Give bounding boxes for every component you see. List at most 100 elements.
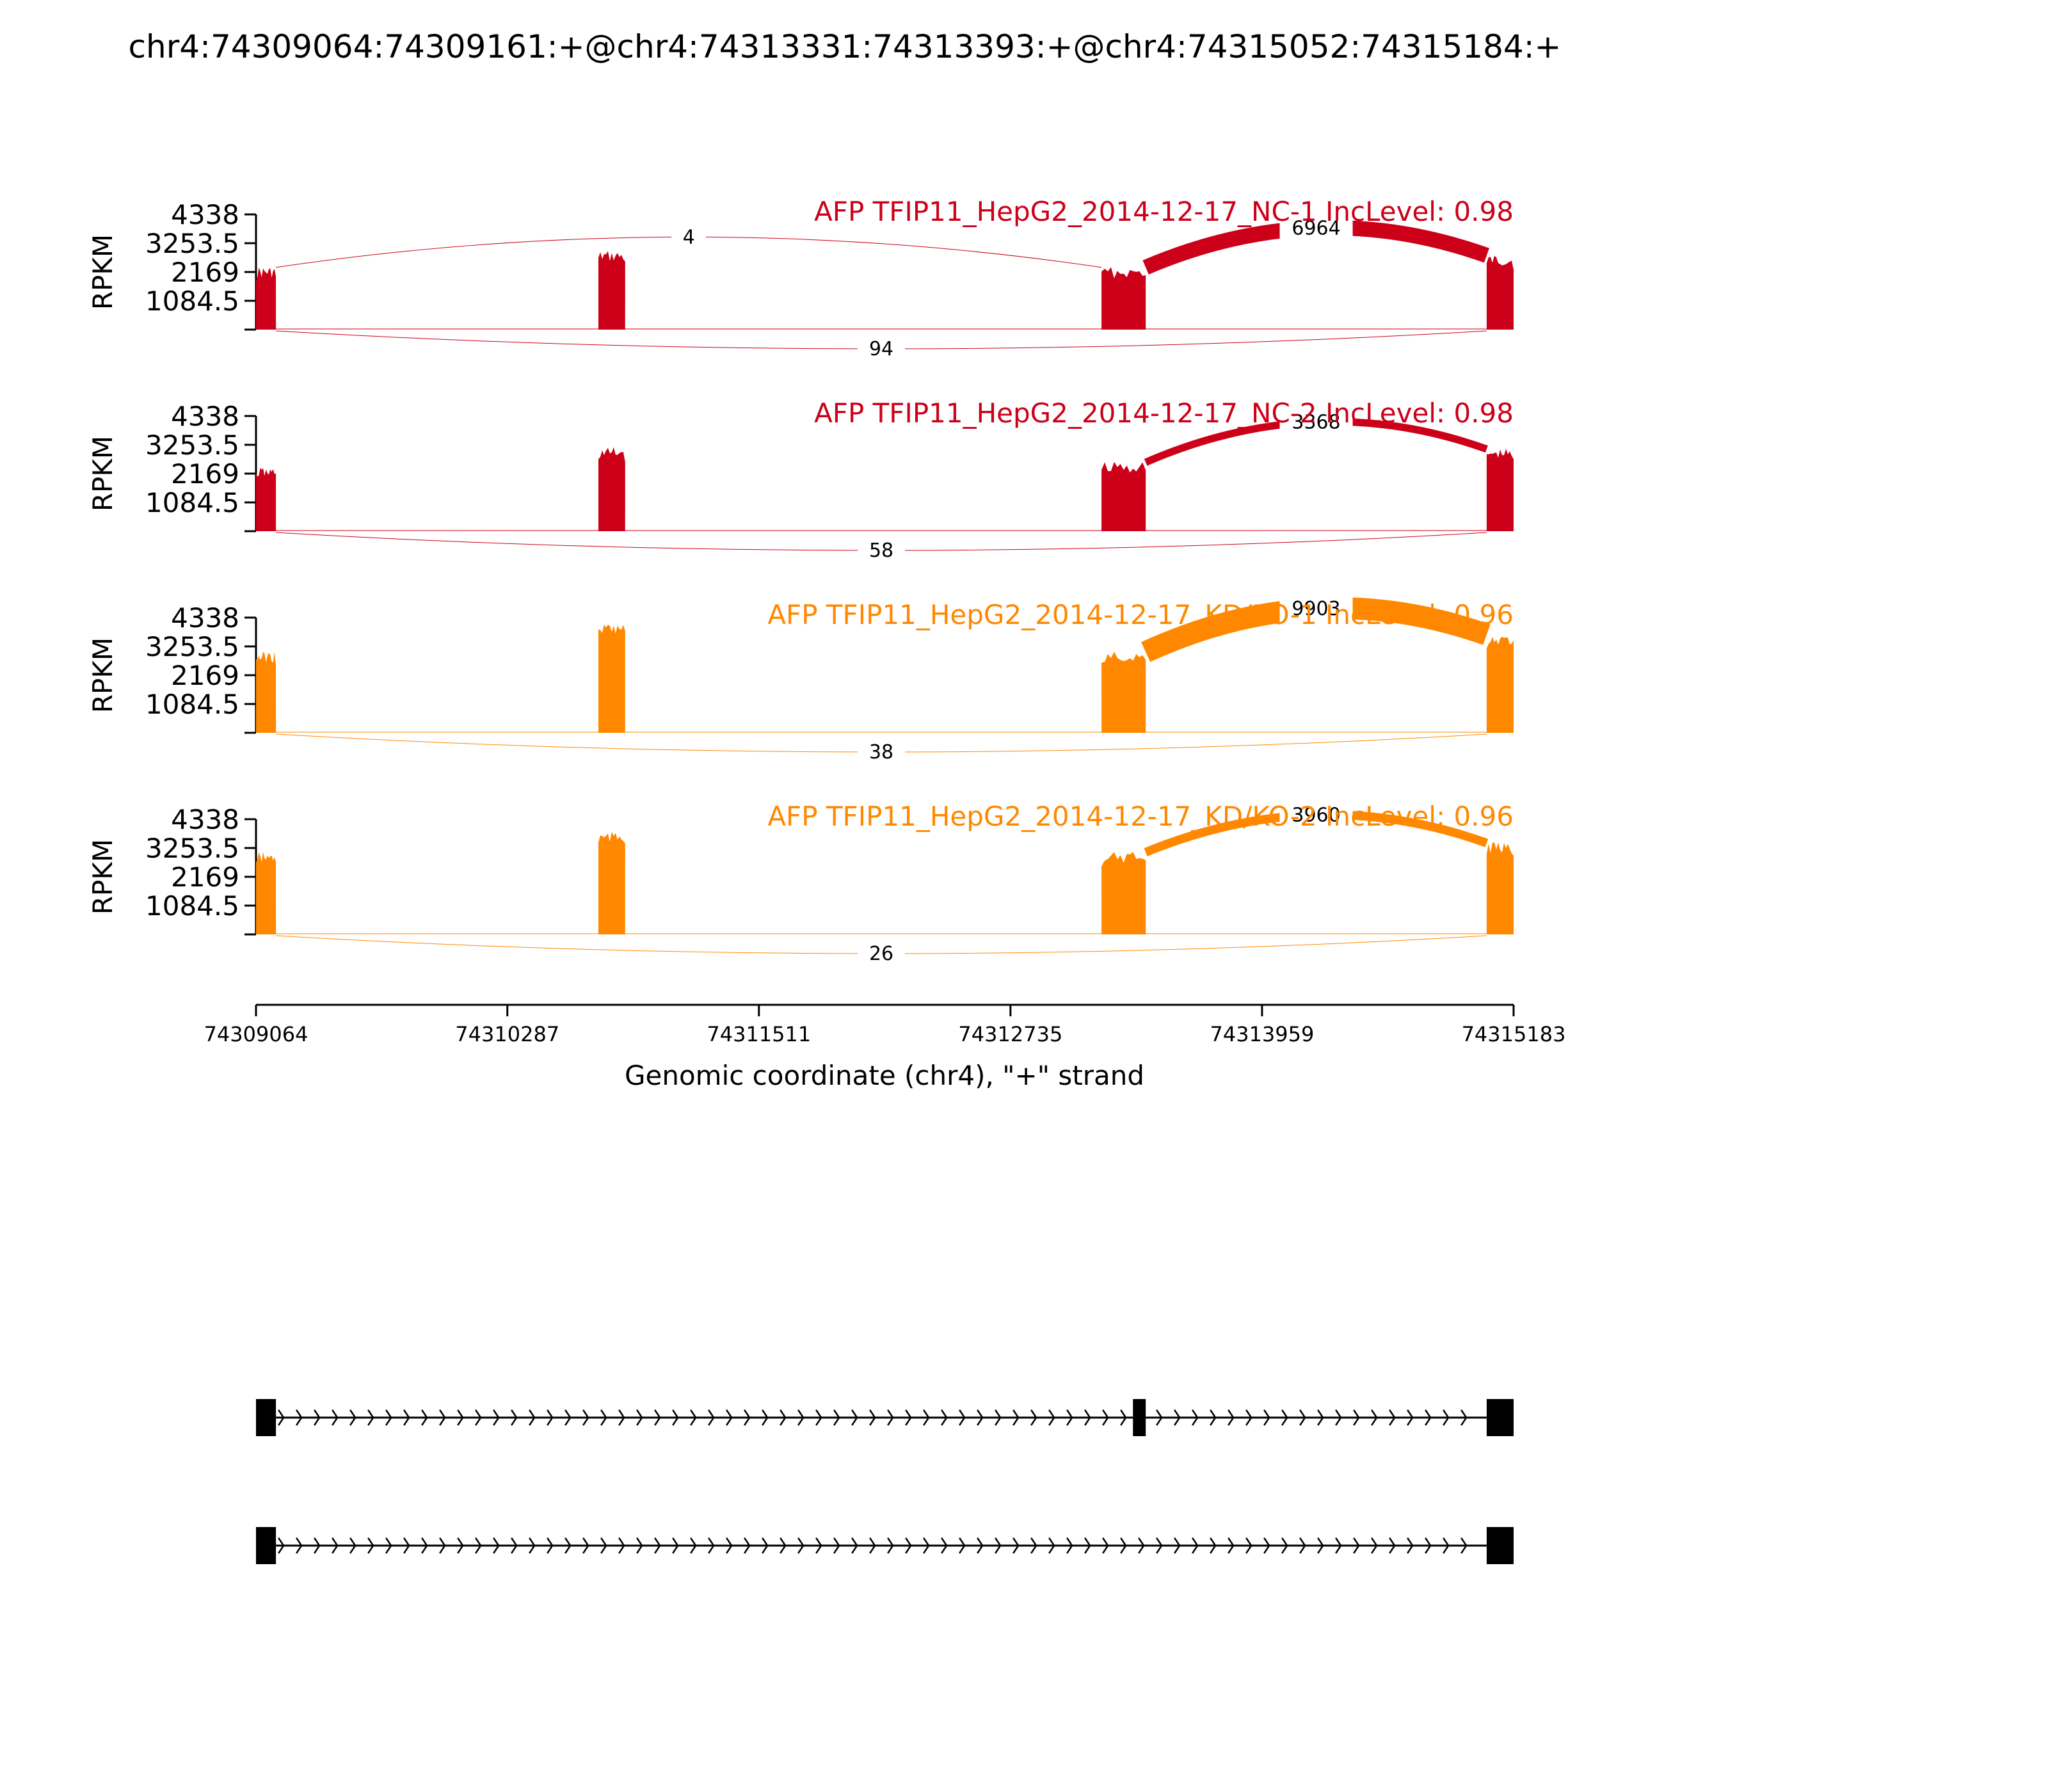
exon-coverage — [1101, 267, 1146, 330]
strand-arrow-icon — [726, 1537, 733, 1554]
y-tick-label: 3253.5 — [145, 228, 239, 259]
strand-arrow-icon — [1174, 1409, 1181, 1426]
strand-arrow-icon — [654, 1537, 661, 1554]
strand-arrow-icon — [1120, 1409, 1127, 1426]
strand-arrow-icon — [439, 1409, 446, 1426]
y-tick-label: 1084.5 — [145, 689, 239, 720]
gene-exon — [256, 1399, 276, 1436]
strand-arrow-icon — [887, 1409, 894, 1426]
gene-models — [256, 1399, 1514, 1564]
strand-arrow-icon — [600, 1537, 607, 1554]
exon-coverage — [598, 831, 625, 934]
gene-exon — [1133, 1399, 1146, 1436]
junction-count-box — [1279, 595, 1353, 623]
strand-arrow-icon — [1012, 1409, 1020, 1426]
strand-arrow-icon — [1030, 1537, 1037, 1554]
strand-arrow-icon — [708, 1537, 715, 1554]
strand-arrow-icon — [905, 1409, 912, 1426]
strand-arrow-icon — [1443, 1537, 1450, 1554]
junction-count-box — [858, 940, 906, 968]
exon-coverage — [598, 447, 625, 531]
strand-arrow-icon — [636, 1537, 643, 1554]
strand-arrow-icon — [1030, 1409, 1037, 1426]
strand-arrow-icon — [636, 1409, 643, 1426]
y-tick-label: 4338 — [171, 602, 239, 634]
gene-exon — [1486, 1399, 1514, 1436]
strand-arrow-icon — [941, 1537, 948, 1554]
strand-arrow-icon — [349, 1409, 356, 1426]
sample-label: AFP TFIP11_HepG2_2014-12-17_NC-2 IncLeve… — [814, 397, 1514, 429]
strand-arrow-icon — [1120, 1537, 1127, 1554]
junction-count-label: 4 — [683, 226, 695, 248]
strand-arrow-icon — [887, 1537, 894, 1554]
strand-arrow-icon — [332, 1537, 339, 1554]
junction-count-box — [1279, 214, 1353, 243]
exon-coverage — [1486, 842, 1514, 934]
strand-arrow-icon — [797, 1537, 804, 1554]
x-tick-label: 74310287 — [455, 1022, 559, 1046]
y-tick-label: 3253.5 — [145, 631, 239, 662]
strand-arrow-icon — [1192, 1537, 1199, 1554]
strand-arrow-icon — [708, 1409, 715, 1426]
sample-label: AFP TFIP11_HepG2_2014-12-17_KD/KO-1 IncL… — [767, 599, 1514, 630]
strand-arrow-icon — [833, 1409, 840, 1426]
junction-count-label: 3368 — [1292, 411, 1340, 433]
strand-arrow-icon — [1066, 1409, 1073, 1426]
strand-arrow-icon — [457, 1537, 464, 1554]
strand-arrow-icon — [582, 1409, 589, 1426]
strand-arrow-icon — [941, 1409, 948, 1426]
strand-arrow-icon — [278, 1537, 285, 1554]
strand-arrow-icon — [1174, 1537, 1181, 1554]
strand-arrow-icon — [744, 1409, 751, 1426]
strand-arrow-icon — [1389, 1409, 1396, 1426]
y-tick-label: 2169 — [171, 660, 239, 691]
strand-arrow-icon — [762, 1409, 769, 1426]
y-tick-label: 2169 — [171, 861, 239, 893]
strand-arrow-icon — [403, 1409, 410, 1426]
strand-arrow-icon — [475, 1537, 482, 1554]
strand-arrow-icon — [1012, 1537, 1020, 1554]
strand-arrow-icon — [923, 1409, 930, 1426]
strand-arrow-icon — [1048, 1409, 1055, 1426]
strand-arrow-icon — [851, 1409, 858, 1426]
strand-arrow-icon — [1371, 1537, 1378, 1554]
strand-arrow-icon — [547, 1537, 554, 1554]
junction-count-label: 26 — [869, 943, 893, 965]
strand-arrow-icon — [493, 1409, 500, 1426]
y-axis-label: RPKM — [87, 839, 118, 915]
junction-count-label: 94 — [869, 338, 893, 360]
strand-arrow-icon — [493, 1537, 500, 1554]
strand-arrow-icon — [1299, 1409, 1306, 1426]
strand-arrow-icon — [1138, 1537, 1145, 1554]
strand-arrow-icon — [905, 1537, 912, 1554]
y-tick-label: 1084.5 — [145, 890, 239, 922]
gene-exon — [256, 1527, 276, 1564]
strand-arrow-icon — [923, 1537, 930, 1554]
strand-arrow-icon — [278, 1409, 285, 1426]
strand-arrow-icon — [780, 1409, 787, 1426]
y-axis-label: RPKM — [87, 234, 118, 310]
strand-arrow-icon — [690, 1537, 697, 1554]
junction-count-label: 3960 — [1292, 804, 1340, 826]
strand-arrow-icon — [1389, 1537, 1396, 1554]
strand-arrow-icon — [726, 1409, 733, 1426]
strand-arrow-icon — [744, 1537, 751, 1554]
strand-arrow-icon — [1156, 1409, 1163, 1426]
exon-coverage — [1101, 652, 1146, 733]
strand-arrow-icon — [977, 1409, 984, 1426]
y-tick-label: 3253.5 — [145, 429, 239, 461]
strand-arrow-icon — [1299, 1537, 1306, 1554]
strand-arrow-icon — [349, 1537, 356, 1554]
strand-arrow-icon — [1317, 1537, 1324, 1554]
sample-label: AFP TFIP11_HepG2_2014-12-17_KD/KO-2 IncL… — [767, 801, 1514, 832]
strand-arrow-icon — [1335, 1409, 1342, 1426]
strand-arrow-icon — [1460, 1537, 1468, 1554]
strand-arrow-icon — [959, 1409, 966, 1426]
strand-arrow-icon — [1156, 1537, 1163, 1554]
exon-coverage — [1101, 852, 1146, 934]
strand-arrow-icon — [690, 1409, 697, 1426]
y-tick-label: 2169 — [171, 458, 239, 490]
